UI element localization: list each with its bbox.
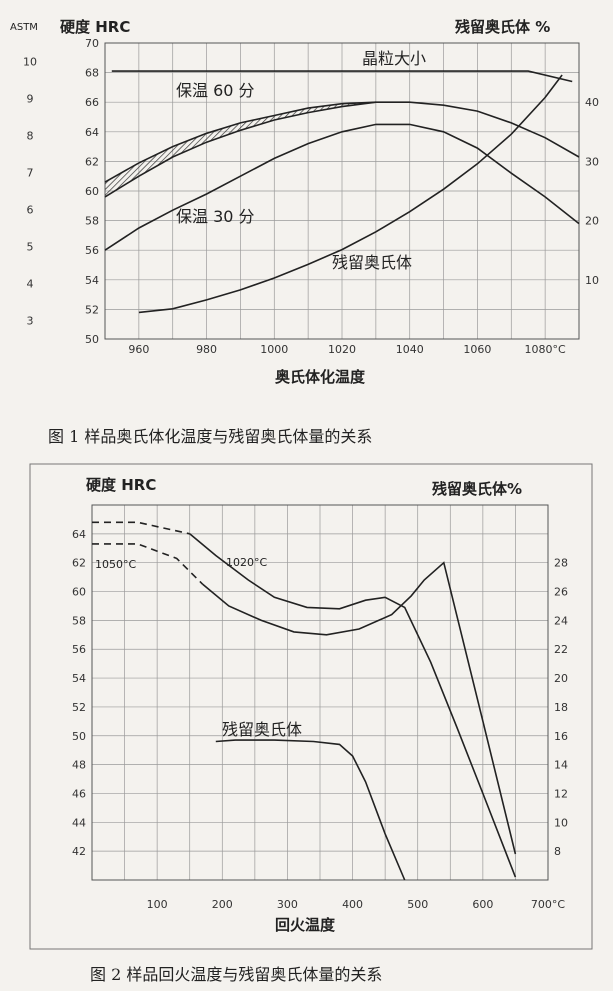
chart-2-x-tick-label: 300 (277, 898, 298, 911)
chart-2-y-axis-label: 硬度 HRC (86, 476, 156, 494)
chart-2-annotation-retained-austenite: 残留奥氏体 (222, 720, 302, 739)
chart-1-annotation-hold-30: 保温 30 分 (176, 207, 255, 226)
chart-2-y-tick-label: 42 (72, 845, 86, 858)
chart-2-y-tick-label: 52 (72, 701, 86, 714)
chart-1-astm-tick-label: 5 (27, 241, 34, 254)
chart-2-series-dashed-1 (92, 543, 204, 585)
chart-2-y2-tick-label: 12 (554, 787, 568, 800)
chart-2-annotation-1050: 1050°C (95, 558, 136, 571)
chart-1-y2-tick-label: 30 (585, 155, 599, 168)
chart-2-y2-tick-label: 14 (554, 759, 568, 772)
chart-1-x-tick-label: 960 (128, 343, 149, 356)
chart-2-grid (92, 505, 548, 880)
chart-1-astm-tick-label: 10 (23, 56, 37, 69)
chart-2: 100 200 300 400 500 600 700°C 42 44 46 48 50 52 54 56 5… (29, 463, 593, 984)
chart-2-y2-tick-label: 20 (554, 672, 568, 685)
chart-1-y2-tick-label: 20 (585, 215, 599, 228)
chart-2-y2-tick-label: 10 (554, 816, 568, 829)
chart-1-astm-tick-label: 7 (27, 167, 34, 180)
chart-1-y2-axis-label: 残留奥氏体 % (455, 18, 550, 36)
chart-2-y-tick-label: 58 (72, 614, 86, 627)
chart-2-border (29, 463, 593, 950)
chart-1-series-line-2 (104, 123, 580, 251)
chart-1-y2-tick-label: 40 (585, 96, 599, 109)
chart-1-caption: 图 1 样品奥氏体化温度与残留奥氏体量的关系 (48, 427, 372, 446)
chart-2-y-tick-label: 64 (72, 528, 86, 541)
chart-2-y2-tick-label: 18 (554, 701, 568, 714)
chart-2-y-tick-label: 50 (72, 730, 86, 743)
chart-1-series-line-1 (104, 101, 580, 183)
chart-2-curves (92, 521, 517, 881)
chart-2-x-tick-label: 700°C (531, 898, 565, 911)
chart-1-y-tick-label: 68 (85, 67, 99, 80)
chart-2-y-tick-label: 56 (72, 643, 86, 656)
chart-2-y-tick-label: 62 (72, 557, 86, 570)
chart-1-x-tick-label: 1080°C (525, 343, 566, 356)
chart-1-x-tick-label: 1060 (463, 343, 491, 356)
chart-1-y-tick-label: 50 (85, 333, 99, 346)
chart-1-series-line-0 (111, 70, 573, 83)
chart-2-series-dashed-0 (92, 521, 190, 535)
chart-1-y2-tick-label: 10 (585, 274, 599, 287)
chart-1-annotation-grain-size: 晶粒大小 (362, 49, 426, 68)
chart-1-astm-tick-label: 6 (27, 204, 34, 217)
chart-1-x-axis-label: 奥氏体化温度 (275, 368, 366, 386)
chart-1-y-tick-label: 66 (85, 96, 99, 109)
chart-1-astm-tick-label: 3 (27, 315, 34, 328)
chart-1-y-axis-label: 硬度 HRC (60, 18, 130, 36)
chart-1-y-tick-label: 56 (85, 244, 99, 257)
chart-2-y2-tick-label: 26 (554, 586, 568, 599)
chart-2-x-tick-label: 600 (472, 898, 493, 911)
chart-2-caption: 图 2 样品回火温度与残留奥氏体量的关系 (90, 965, 382, 984)
chart-1-y-tick-label: 64 (85, 126, 99, 139)
chart-1-left-axis-label-astm: ASTM (10, 22, 38, 33)
chart-2-y-tick-label: 48 (72, 759, 86, 772)
chart-2-y-tick-label: 60 (72, 586, 86, 599)
chart-1-annotation-hold-60: 保温 60 分 (176, 81, 255, 100)
chart-1-y-tick-label: 52 (85, 303, 99, 316)
chart-1-x-tick-label: 1040 (396, 343, 424, 356)
chart-2-y2-tick-label: 16 (554, 730, 568, 743)
chart-2-frame (91, 504, 549, 881)
chart-1-y-tick-label: 70 (85, 37, 99, 50)
chart-1-astm-tick-label: 8 (27, 130, 34, 143)
chart-2-y2-tick-label: 28 (554, 557, 568, 570)
chart-1-annotation-retained-austenite: 残留奥氏体 (332, 253, 412, 272)
chart-2-x-axis-label: 回火温度 (275, 916, 336, 934)
chart-1-curves (104, 70, 580, 314)
chart-2-y2-tick-label: 8 (554, 845, 561, 858)
chart-1-series-line-4 (138, 74, 563, 314)
chart-2-series-line-1 (202, 561, 517, 855)
chart-1-astm-tick-label: 4 (27, 278, 34, 291)
chart-1-astm-tick-label: 9 (27, 93, 34, 106)
chart-1-y-tick-label: 58 (85, 215, 99, 228)
chart-1-y-tick-label: 54 (85, 274, 99, 287)
chart-2-x-tick-label: 400 (342, 898, 363, 911)
chart-2-series-line-0 (189, 533, 517, 878)
chart-2-series-line-2 (215, 739, 406, 881)
chart-2-ticks: 100 200 300 400 500 600 700°C 42 44 46 48 50 52 54 56 5… (72, 528, 568, 911)
chart-2-x-tick-label: 200 (212, 898, 233, 911)
chart-2-annotation-1020: 1020°C (226, 556, 267, 569)
chart-2-y-tick-label: 44 (72, 816, 86, 829)
chart-1-x-tick-label: 980 (196, 343, 217, 356)
chart-2-x-tick-label: 100 (147, 898, 168, 911)
chart-1-x-tick-label: 1000 (260, 343, 288, 356)
chart-2-y2-axis-label: 残留奥氏体% (432, 480, 522, 498)
chart-2-y-tick-label: 46 (72, 787, 86, 800)
chart-1-y-tick-label: 60 (85, 185, 99, 198)
chart-1-grid (104, 42, 580, 340)
chart-1-series-line-3 (104, 101, 377, 198)
chart-2-y2-tick-label: 24 (554, 614, 568, 627)
chart-1-ticks: 960 980 1000 1020 1040 1060 1080°C505254565860… (23, 37, 599, 356)
chart-2-y2-tick-label: 22 (554, 643, 568, 656)
chart-1: 960 980 1000 1020 1040 1060 1080°C505254565860… (10, 18, 599, 446)
chart-2-x-tick-label: 500 (407, 898, 428, 911)
chart-2-y-tick-label: 54 (72, 672, 86, 685)
chart-1-x-tick-label: 1020 (328, 343, 356, 356)
chart-1-y-tick-label: 62 (85, 155, 99, 168)
